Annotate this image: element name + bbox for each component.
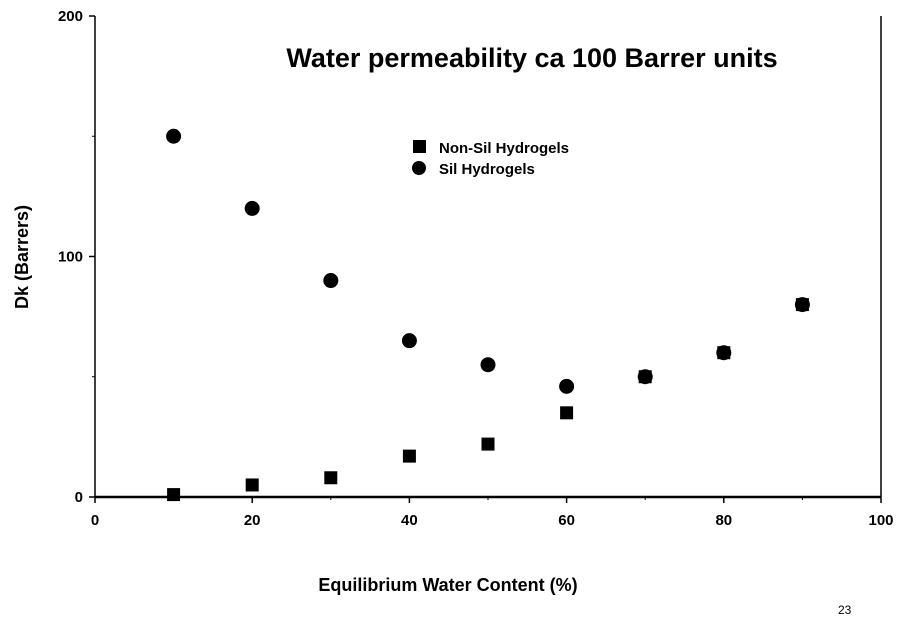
non-sil-hydrogel-point [402, 449, 416, 463]
x-axis-title: Equilibrium Water Content (%) [318, 575, 577, 595]
plot-frame [94, 16, 882, 499]
y-axis-title: Dk (Barrers) [12, 205, 32, 309]
sil-hydrogel-point [244, 200, 260, 216]
non-sil-hydrogel-point [167, 488, 181, 502]
x-tick-label: 80 [715, 512, 732, 529]
non-sil-hydrogel-point [245, 478, 259, 492]
y-tick-label: 200 [58, 8, 83, 25]
axis-ticks: 0 20 40 60 80 100 0 100 200 [58, 8, 894, 529]
data-marks [166, 128, 810, 502]
x-tick-label: 60 [558, 512, 575, 529]
x-tick-label: 20 [244, 512, 261, 529]
legend-circle-marker [412, 161, 426, 175]
sil-hydrogel-point [323, 273, 339, 289]
x-tick-label: 100 [868, 512, 893, 529]
non-sil-hydrogel-point [324, 471, 338, 485]
page-number: 23 [838, 603, 852, 617]
sil-hydrogel-point [794, 297, 810, 313]
legend: Non-Sil Hydrogels Sil Hydrogels [412, 140, 569, 178]
sil-hydrogel-point [716, 345, 732, 361]
legend-label-non-sil: Non-Sil Hydrogels [439, 140, 569, 157]
sil-hydrogel-point [480, 357, 496, 373]
x-tick-label: 40 [401, 512, 418, 529]
legend-label-sil: Sil Hydrogels [439, 161, 535, 178]
chart-title: Water permeability ca 100 Barrer units [286, 43, 777, 73]
y-tick-label: 100 [58, 249, 83, 266]
non-sil-hydrogel-point [560, 406, 574, 420]
y-tick-label: 0 [75, 489, 83, 506]
legend-square-marker [413, 140, 426, 153]
sil-hydrogel-point [637, 369, 653, 385]
x-tick-label: 0 [91, 512, 99, 529]
sil-hydrogel-point [559, 378, 575, 394]
sil-hydrogel-point [401, 333, 417, 349]
non-sil-hydrogel-point [481, 437, 495, 451]
sil-hydrogel-point [166, 128, 182, 144]
